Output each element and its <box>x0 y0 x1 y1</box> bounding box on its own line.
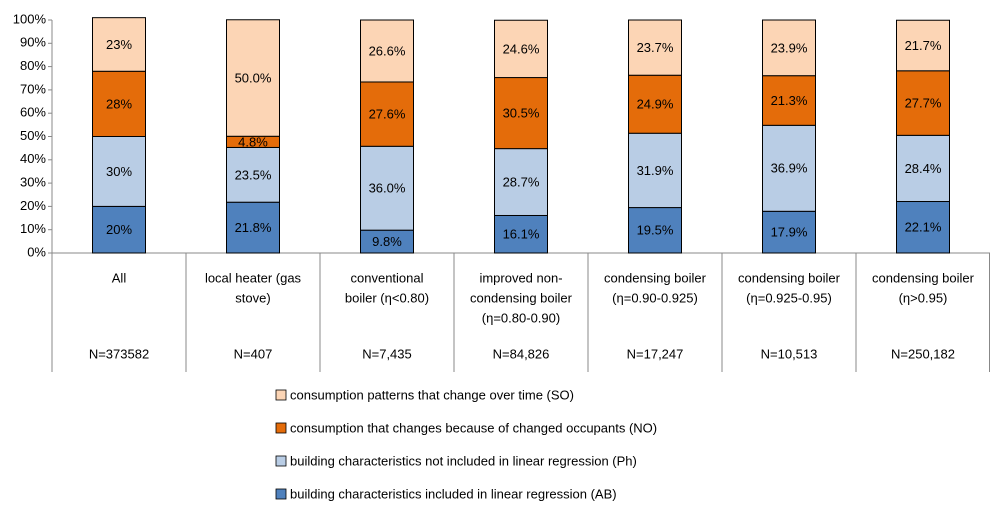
y-tick-label: 50% <box>20 128 46 143</box>
value-label: 28.7% <box>503 174 540 189</box>
bar-segment <box>896 19 950 72</box>
sample-size: N=84,826 <box>493 346 550 361</box>
bar-segment <box>896 70 950 136</box>
legend-swatch <box>275 422 287 434</box>
value-label: 20% <box>106 222 132 237</box>
x-tick-label: All <box>112 270 127 285</box>
value-label: 36.9% <box>771 161 808 176</box>
x-tick-label: (η=0.90-0.925) <box>612 290 698 305</box>
x-tick-label: condensing boiler <box>604 270 707 285</box>
value-label: 23% <box>106 37 132 52</box>
bar-segment <box>628 132 682 209</box>
value-label: 24.9% <box>637 97 674 112</box>
value-label: 22.1% <box>905 220 942 235</box>
bar-segment <box>360 81 414 147</box>
sample-size: N=407 <box>234 346 273 361</box>
value-label: 27.6% <box>369 107 406 122</box>
bar-segment <box>360 19 414 83</box>
x-tick-label: local heater (gas <box>205 270 302 285</box>
y-tick-label: 10% <box>20 221 46 236</box>
value-label: 28.4% <box>905 161 942 176</box>
value-label: 21.3% <box>771 93 808 108</box>
bar-segment <box>92 136 146 207</box>
x-tick-label: (η>0.95) <box>899 290 948 305</box>
bar-segment <box>226 146 280 203</box>
value-label: 16.1% <box>503 227 540 242</box>
value-label: 23.5% <box>235 167 272 182</box>
bar-segment <box>494 77 548 150</box>
bar-segment <box>628 19 682 76</box>
legend-label: consumption that changes because of chan… <box>290 420 657 435</box>
legend-label: building characteristics not included in… <box>290 453 637 468</box>
x-tick-label: improved non- <box>479 270 562 285</box>
sample-size: N=7,435 <box>362 346 412 361</box>
bar-segment <box>762 210 816 254</box>
legend-swatch <box>275 488 287 500</box>
sample-size: N=17,247 <box>627 346 684 361</box>
y-tick-label: 60% <box>20 105 46 120</box>
y-tick-label: 70% <box>20 81 46 96</box>
value-label: 28% <box>106 96 132 111</box>
value-label: 19.5% <box>637 223 674 238</box>
legend-swatch <box>275 389 287 401</box>
value-label: 36.0% <box>369 181 406 196</box>
x-tick-label: conventional <box>351 270 424 285</box>
value-label: 23.9% <box>771 40 808 55</box>
bar-segment <box>896 134 950 203</box>
y-tick-label: 30% <box>20 175 46 190</box>
bar-segment <box>92 17 146 72</box>
y-tick-label: 20% <box>20 198 46 213</box>
value-label: 26.6% <box>369 43 406 58</box>
bar-segment <box>226 201 280 254</box>
bar-segment <box>762 75 816 126</box>
bar-segment <box>762 19 816 77</box>
value-label: 30.5% <box>503 106 540 121</box>
sample-size: N=10,513 <box>761 346 818 361</box>
value-label: 50.0% <box>235 70 272 85</box>
value-label: 9.8% <box>372 234 402 249</box>
value-label: 21.8% <box>235 220 272 235</box>
x-tick-label: condensing boiler <box>738 270 841 285</box>
bar-segment <box>226 19 280 137</box>
legend-label: building characteristics included in lin… <box>290 486 617 501</box>
x-tick-label: condensing boiler <box>470 290 573 305</box>
value-label: 31.9% <box>637 163 674 178</box>
x-tick-label: stove) <box>235 290 270 305</box>
y-tick-label: 90% <box>20 35 46 50</box>
value-label: 4.8% <box>238 134 268 149</box>
x-tick-label: (η=0.925-0.95) <box>746 290 832 305</box>
value-label: 23.7% <box>637 40 674 55</box>
sample-size: N=373582 <box>89 346 149 361</box>
value-label: 30% <box>106 164 132 179</box>
value-label: 17.9% <box>771 225 808 240</box>
x-tick-label: condensing boiler <box>872 270 975 285</box>
value-label: 21.7% <box>905 38 942 53</box>
bar-segment <box>896 201 950 254</box>
y-tick-label: 80% <box>20 58 46 73</box>
y-tick-label: 0% <box>27 244 46 259</box>
y-tick-label: 40% <box>20 151 46 166</box>
bar-segment <box>360 145 414 231</box>
value-label: 24.6% <box>503 41 540 56</box>
legend-swatch <box>275 455 287 467</box>
y-tick-label: 100% <box>13 11 47 26</box>
x-tick-label: boiler (η<0.80) <box>345 290 429 305</box>
bar-segment <box>494 19 548 79</box>
bar-segment <box>494 148 548 216</box>
value-label: 27.7% <box>905 96 942 111</box>
sample-size: N=250,182 <box>891 346 955 361</box>
x-tick-label: (η=0.80-0.90) <box>482 310 560 325</box>
legend-label: consumption patterns that change over ti… <box>290 387 574 402</box>
